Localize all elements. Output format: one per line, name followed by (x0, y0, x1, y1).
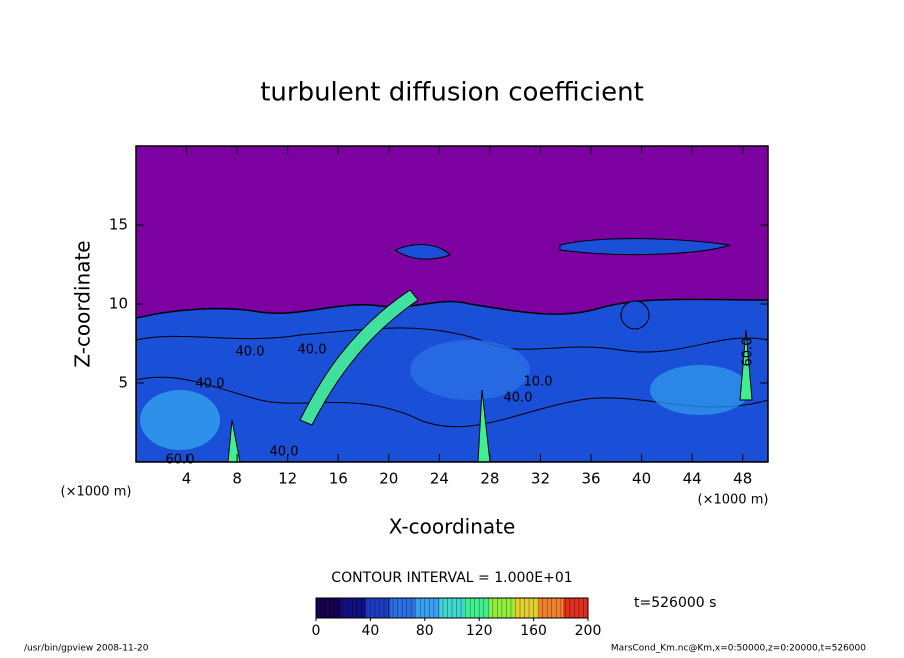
contour-label: 60.0 (166, 453, 195, 468)
colorbar-cell (414, 598, 441, 618)
y-tick-label: 10 (109, 295, 128, 313)
colorbar-cell (365, 598, 391, 618)
y-tick-label: 5 (118, 374, 128, 392)
x-tick-label: 12 (278, 470, 297, 488)
x-tick-label: 24 (430, 470, 449, 488)
x-tick-label: 48 (733, 470, 752, 488)
contour-label: 10.0 (524, 375, 553, 390)
x-tick-label: 28 (480, 470, 499, 488)
colorbar-tick-label: 120 (466, 623, 493, 639)
x-tick-label: 20 (379, 470, 398, 488)
contour-label: 60.0 (741, 338, 756, 367)
colorbar-tick-label: 80 (416, 623, 434, 639)
contour-label: 40.0 (196, 377, 225, 392)
x-unit-label: (×1000 m) (698, 493, 769, 508)
field-blob (140, 390, 220, 450)
field (136, 146, 768, 462)
contour-line (136, 376, 768, 428)
footer-right: MarsCond_Km.nc@Km,x=0:50000,z=0:20000,t=… (611, 644, 866, 654)
field-streak (299, 289, 419, 426)
contour-line (136, 327, 768, 353)
colorbar-tick-label: 160 (520, 623, 547, 639)
colorbar-cell (464, 598, 490, 618)
contour-label: 40.0 (298, 343, 327, 358)
colorbar-cell (563, 598, 589, 618)
colorbar-cell (340, 598, 366, 618)
colorbar-tick-label: 200 (575, 623, 602, 639)
colorbar-cell (538, 598, 564, 618)
x-tick-label: 16 (329, 470, 348, 488)
chart-title: turbulent diffusion coefficient (260, 78, 644, 108)
x-axis-label: X-coordinate (389, 515, 516, 539)
x-tick-label: 36 (581, 470, 600, 488)
x-tick-label: 4 (182, 470, 192, 488)
colorbar-tick-label: 0 (312, 623, 321, 639)
field-patch (393, 244, 451, 260)
x-unit-label: (×1000 m) (61, 485, 132, 500)
x-tick-label: 8 (232, 470, 242, 488)
footer-left: /usr/bin/gpview 2008-11-20 (24, 644, 149, 654)
contour-interval: CONTOUR INTERVAL = 1.000E+01 (331, 570, 572, 586)
x-tick-label: 44 (683, 470, 702, 488)
field-streak (227, 329, 753, 462)
colorbar-cell (513, 598, 540, 618)
contour-label: 40.0 (236, 345, 265, 360)
colorbar-cell (390, 598, 416, 618)
y-axis-label: Z-coordinate (71, 240, 95, 367)
colorbar-frame (315, 597, 589, 619)
colorbar-cell (316, 598, 342, 618)
field-blob (410, 340, 530, 400)
x-tick-label: 40 (632, 470, 651, 488)
x-tick-label: 32 (531, 470, 550, 488)
field-patch (559, 238, 731, 256)
contour-label: 40.0 (504, 391, 533, 406)
time-label: t=526000 s (634, 595, 716, 611)
colorbar-tick-label: 40 (361, 623, 379, 639)
contour-label: 40.0 (270, 445, 299, 460)
field-blob (650, 365, 750, 415)
y-tick-label: 15 (109, 216, 128, 234)
field-patch (620, 300, 650, 330)
